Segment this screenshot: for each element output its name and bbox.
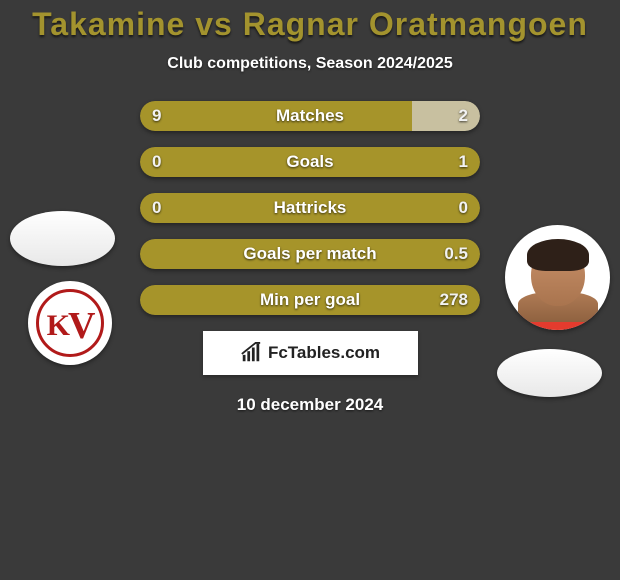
stat-label: Min per goal [260, 290, 360, 310]
stat-row: 278 Min per goal [140, 285, 480, 315]
player2-club-badge [497, 349, 602, 397]
stat-left-value: 9 [152, 106, 161, 126]
stat-right-segment [412, 101, 480, 131]
stat-bars: 9 2 Matches 0 1 Goals 0 0 Hattricks 0.5 Goals per … [140, 101, 480, 315]
stat-row: 9 2 Matches [140, 101, 480, 131]
stat-right-value: 0 [459, 198, 468, 218]
stat-left-value: 0 [152, 152, 161, 172]
stat-left-value: 0 [152, 198, 161, 218]
stat-right-value: 0.5 [444, 244, 468, 264]
player2-avatar [505, 225, 610, 330]
stat-row: 0.5 Goals per match [140, 239, 480, 269]
page-title: Takamine vs Ragnar Oratmangoen [0, 0, 620, 43]
chart-icon [240, 342, 262, 364]
player2-name: Ragnar Oratmangoen [243, 6, 588, 42]
brand-text: FcTables.com [268, 343, 380, 363]
stat-right-value: 278 [440, 290, 468, 310]
date-text: 10 december 2024 [0, 395, 620, 415]
stat-right-value: 2 [459, 106, 468, 126]
stat-right-value: 1 [459, 152, 468, 172]
stat-row: 0 0 Hattricks [140, 193, 480, 223]
stat-label: Matches [276, 106, 344, 126]
stat-label: Hattricks [274, 198, 347, 218]
club-badge-monogram: KV [47, 301, 94, 345]
title-vs: vs [195, 6, 233, 42]
stat-right-segment [310, 147, 480, 177]
stat-left-segment [140, 147, 310, 177]
stat-label: Goals per match [243, 244, 376, 264]
stat-row: 0 1 Goals [140, 147, 480, 177]
player1-name: Takamine [32, 6, 185, 42]
stat-label: Goals [286, 152, 333, 172]
player1-avatar [10, 211, 115, 266]
player1-club-badge: KV [28, 281, 112, 365]
brand-badge: FcTables.com [203, 331, 418, 375]
comparison-card: Takamine vs Ragnar Oratmangoen Club comp… [0, 0, 620, 580]
content-area: KV 9 2 Matches 0 1 Goals 0 0 Hattricks 0.5 Goals p… [0, 101, 620, 415]
avatar-hair [527, 239, 589, 271]
subtitle: Club competitions, Season 2024/2025 [0, 55, 620, 73]
